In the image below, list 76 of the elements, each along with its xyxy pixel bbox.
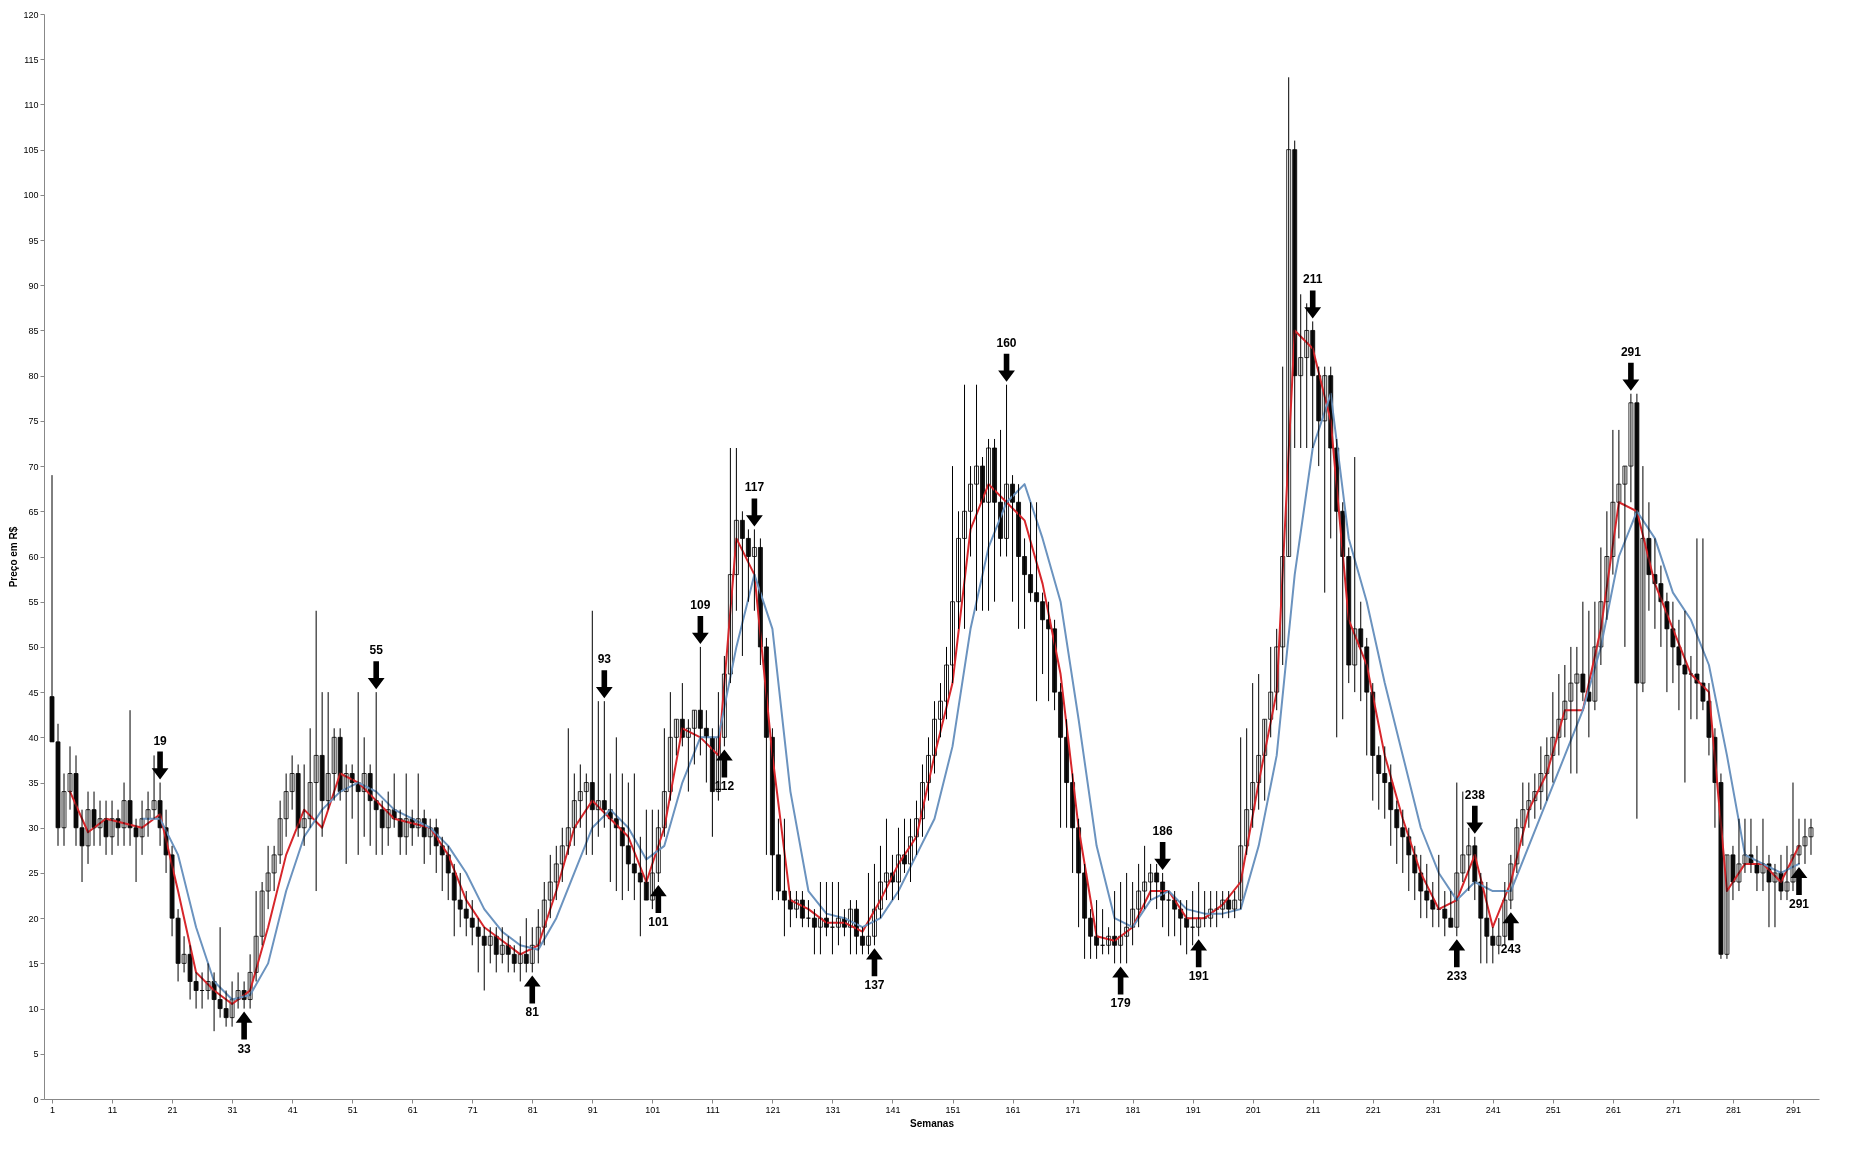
annotation: 291: [1620, 344, 1642, 359]
annotation: 101: [648, 915, 669, 929]
y-tick-label: 35: [28, 778, 39, 789]
y-tick-label: 70: [28, 461, 39, 472]
x-tick-label: 91: [587, 1104, 598, 1115]
x-tick-label: 231: [1425, 1104, 1441, 1115]
y-tick-label: 85: [28, 325, 39, 336]
y-tick-label: 65: [28, 506, 39, 517]
y-tick-label: 50: [28, 642, 39, 653]
annotation: 291: [1788, 896, 1810, 911]
x-tick-label: 281: [1725, 1104, 1741, 1115]
x-tick-label: 181: [1125, 1104, 1141, 1115]
x-tick-label: 211: [1306, 1104, 1321, 1115]
x-tick-label: 141: [885, 1104, 901, 1115]
x-tick-label: 161: [1005, 1104, 1021, 1115]
x-tick-label: 41: [287, 1104, 298, 1115]
annotation: 33: [237, 1041, 252, 1056]
x-tick-label: 291: [1785, 1104, 1801, 1115]
y-axis-title: Preço em R$: [8, 526, 20, 588]
y-tick-label: 115: [24, 54, 39, 65]
annotation: 160: [996, 335, 1017, 350]
x-tick-label: 71: [467, 1104, 478, 1115]
annotation: 233: [1446, 969, 1468, 984]
x-tick-label: 51: [347, 1104, 358, 1115]
y-tick-label: 60: [28, 552, 39, 562]
y-tick-label: 5: [33, 1049, 39, 1060]
y-tick-label: 105: [23, 145, 39, 156]
y-tick-label: 100: [23, 190, 39, 201]
annotation: 191: [1188, 969, 1209, 984]
y-tick-label: 75: [28, 416, 39, 427]
y-tick-label: 25: [28, 868, 39, 879]
annotation: 238: [1464, 787, 1486, 802]
annotation: 137: [864, 978, 885, 993]
x-tick-label: 31: [227, 1104, 238, 1115]
x-tick-label: 121: [765, 1104, 781, 1115]
annotation: 55: [369, 643, 384, 658]
x-tick-label: 201: [1245, 1104, 1261, 1115]
x-tick-label: 1: [49, 1104, 56, 1115]
y-tick-label: 0: [33, 1094, 39, 1105]
annotation: 117: [744, 480, 765, 495]
y-tick-label: 95: [28, 235, 39, 246]
y-tick-label: 90: [28, 280, 39, 291]
annotation: 179: [1110, 996, 1131, 1011]
x-tick-label: 61: [407, 1104, 418, 1115]
x-tick-label: 171: [1065, 1104, 1081, 1115]
x-tick-label: 271: [1665, 1104, 1681, 1115]
annotation: 93: [597, 652, 612, 667]
x-tick-label: 11: [107, 1104, 118, 1115]
y-tick-label: 120: [23, 9, 39, 20]
y-tick-label: 110: [24, 99, 39, 110]
x-tick-label: 81: [527, 1104, 538, 1115]
x-tick-label: 221: [1365, 1104, 1381, 1115]
x-tick-label: 101: [645, 1104, 661, 1115]
x-tick-label: 111: [706, 1104, 720, 1115]
y-tick-label: 40: [28, 732, 39, 743]
x-tick-label: 131: [825, 1104, 841, 1115]
x-tick-label: 21: [167, 1104, 178, 1115]
x-tick-label: 191: [1185, 1104, 1201, 1115]
y-tick-label: 30: [28, 823, 39, 834]
y-tick-label: 80: [28, 371, 39, 382]
x-tick-label: 261: [1605, 1104, 1621, 1115]
y-tick-label: 10: [28, 1004, 39, 1015]
annotation: 211: [1303, 272, 1323, 287]
x-tick-label: 151: [945, 1104, 961, 1115]
y-tick-label: 45: [28, 687, 39, 698]
x-tick-label: 251: [1545, 1104, 1561, 1115]
annotation: 186: [1152, 823, 1173, 838]
annotation: 81: [525, 1005, 540, 1020]
y-tick-label: 15: [28, 958, 39, 969]
x-axis-title: Semanas: [910, 1117, 955, 1129]
y-tick-label: 20: [28, 913, 39, 924]
annotation: 109: [690, 597, 711, 612]
annotation: 243: [1500, 942, 1522, 957]
x-tick-label: 241: [1485, 1104, 1501, 1115]
annotation: 19: [153, 733, 168, 748]
y-tick-label: 55: [28, 597, 39, 608]
